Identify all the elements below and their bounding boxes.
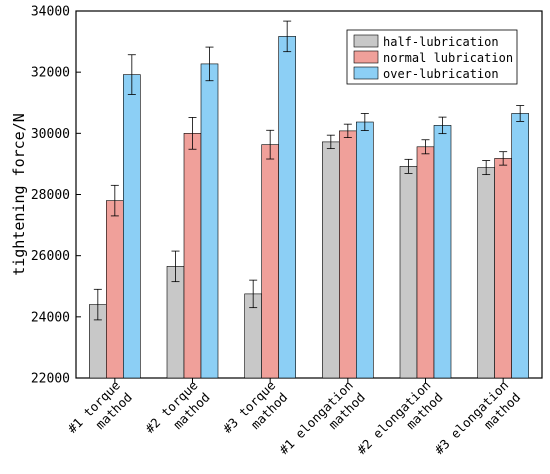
bar — [278, 36, 296, 379]
bar — [106, 200, 124, 379]
y-tick-label: 28000 — [31, 188, 70, 203]
legend-entry: half-lubrication — [353, 34, 499, 49]
legend: half-lubrication normal lubrication over… — [346, 29, 518, 85]
bar — [339, 130, 357, 379]
legend-label: normal lubrication — [383, 51, 513, 65]
y-axis-title: tightening force/N — [10, 113, 28, 276]
bar — [433, 125, 452, 379]
bar — [322, 141, 340, 379]
y-axis: 22000 24000 26000 28000 30000 32000 34000 — [31, 5, 81, 387]
bar — [356, 121, 374, 379]
bar — [494, 158, 512, 379]
legend-entry: over-lubrication — [353, 66, 499, 81]
legend-entry: normal lubrication — [353, 50, 513, 65]
bar — [200, 63, 219, 379]
y-tick-label: 32000 — [31, 66, 70, 81]
bar — [123, 74, 141, 379]
legend-swatch — [353, 50, 379, 64]
legend-swatch — [353, 34, 379, 48]
y-tick-label: 26000 — [31, 249, 70, 264]
bar — [399, 166, 418, 379]
bar — [477, 167, 495, 379]
legend-label: half-lubrication — [383, 35, 499, 49]
y-tick-label: 24000 — [31, 310, 70, 325]
bar — [166, 266, 185, 379]
bar — [511, 113, 529, 379]
y-tick-label: 34000 — [31, 5, 70, 20]
y-tick-label: 30000 — [31, 127, 70, 142]
bar — [261, 144, 279, 379]
legend-swatch — [353, 66, 379, 80]
y-tick-label: 22000 — [31, 372, 70, 387]
legend-label: over-lubrication — [383, 67, 499, 81]
bar — [183, 133, 202, 379]
bars — [89, 20, 529, 383]
bar — [416, 146, 435, 379]
